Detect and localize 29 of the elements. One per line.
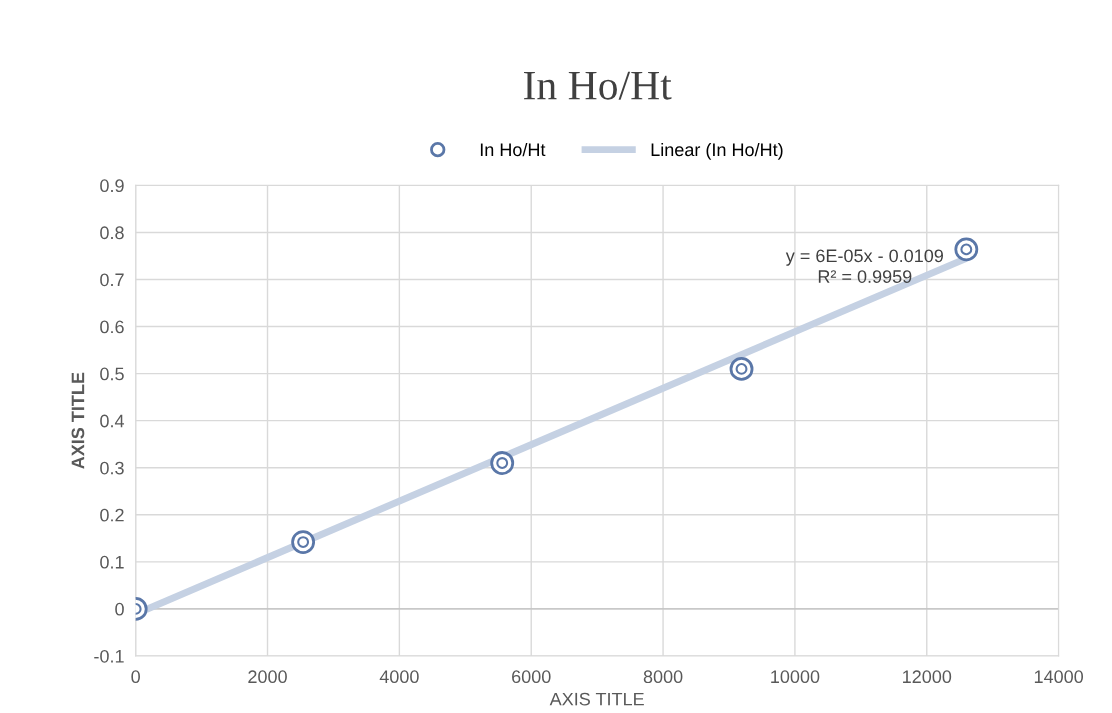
chart-title: In Ho/Ht xyxy=(524,71,672,100)
point xyxy=(954,237,979,262)
point xyxy=(490,451,515,475)
point xyxy=(291,530,316,554)
y-tick-label: 0.9 xyxy=(100,179,124,193)
x-tick-label: 14000 xyxy=(1034,670,1084,684)
y-axis-title: AXIS TITLE xyxy=(71,372,85,469)
x-tick-label: 8000 xyxy=(643,670,683,684)
legend-label: Linear (In Ho/Ht) xyxy=(651,142,783,160)
y-tick-label: 0 xyxy=(115,602,124,616)
x-axis-title: AXIS TITLE xyxy=(549,692,644,706)
x-tick-label: 6000 xyxy=(512,670,551,684)
x-tick-label: 10000 xyxy=(771,670,820,684)
x-tick-label: 12000 xyxy=(903,670,952,684)
y-tick-label: 0.5 xyxy=(100,367,124,381)
y-tick-label: 0.6 xyxy=(100,320,124,334)
x-tick-label: 0 xyxy=(131,670,140,684)
y-tick-label: 0.7 xyxy=(100,273,124,287)
annotation: y = 6E-05x - 0.0109 R² = 0.9959 xyxy=(785,249,943,283)
legend-label: In Ho/Ht xyxy=(480,142,546,157)
y-tick-label: -0.1 xyxy=(94,649,124,663)
y-tick-label: 0.1 xyxy=(100,555,124,569)
point xyxy=(729,356,754,381)
x-tick-label: 4000 xyxy=(379,670,419,684)
y-tick-label: 0.2 xyxy=(100,508,124,522)
y-tick-label: 0.8 xyxy=(100,226,124,240)
y-tick-label: 0.3 xyxy=(100,461,124,475)
y-tick-label: 0.4 xyxy=(100,414,125,428)
x-tick-label: 2000 xyxy=(248,670,287,684)
